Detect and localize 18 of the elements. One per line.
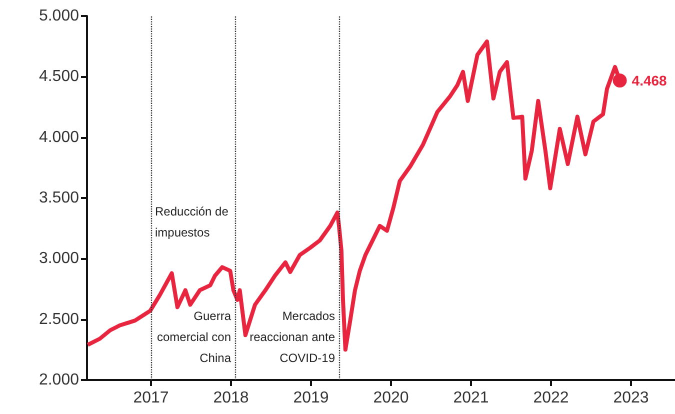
x-tick-label: 2022 bbox=[533, 390, 569, 406]
ref-line-label: Mercados reaccionan ante COVID-19 bbox=[250, 309, 336, 366]
x-tick-label: 2017 bbox=[133, 390, 169, 406]
y-tick-label: 3.000 bbox=[38, 250, 80, 268]
y-tick-label: 2.500 bbox=[38, 310, 80, 328]
data-label: 4.468 bbox=[632, 72, 668, 89]
x-tick-label: 2019 bbox=[293, 390, 329, 406]
y-tick-label: 2.000 bbox=[38, 372, 80, 388]
x-tick-label: 2023 bbox=[613, 390, 649, 406]
y-tick-label: 4.000 bbox=[38, 128, 80, 146]
x-tick-label: 2020 bbox=[373, 390, 409, 406]
y-tick-label: 4.500 bbox=[38, 68, 80, 86]
ref-line-label: Reducción de impuestos bbox=[155, 204, 229, 240]
ref-line-label: Guerra comercial con China bbox=[156, 309, 232, 366]
x-tick-label: 2018 bbox=[213, 390, 249, 406]
y-tick-label: 5.000 bbox=[38, 8, 80, 24]
x-tick-label: 2021 bbox=[453, 390, 489, 406]
y-tick-label: 3.500 bbox=[38, 190, 80, 206]
